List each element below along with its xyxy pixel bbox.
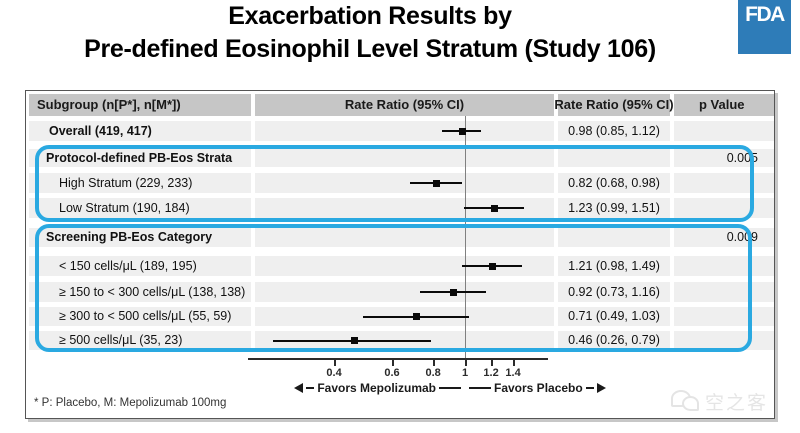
table-row: < 150 cells/μL (189, 195) 1.21 (0.98, 1.4… — [29, 256, 774, 276]
favors-mepolizumab-label: Favors Mepolizumab — [294, 381, 461, 395]
fda-logo-text: FDA — [745, 3, 785, 26]
table-row: Low Stratum (190, 184) 1.23 (0.99, 1.51) — [29, 198, 774, 218]
cell-plot — [255, 121, 554, 141]
arrow-shaft — [469, 386, 491, 390]
row-label: < 150 cells/μL (189, 195) — [59, 259, 197, 273]
x-axis: 0.4 0.6 0.8 1 1.2 1.4 — [248, 358, 548, 388]
cell-value — [558, 198, 670, 218]
x-axis-line — [248, 358, 548, 360]
header-value-label: Rate Ratio (95% CI) — [554, 97, 674, 112]
slide-title-line2: Pre-defined Eosinophil Level Stratum (St… — [84, 35, 656, 63]
rate-ratio-value: 0.92 (0.73, 1.16) — [568, 285, 660, 299]
cell-plot — [255, 256, 554, 276]
arrow-shaft — [439, 386, 461, 390]
slide-title-line1: Exacerbation Results by — [228, 2, 512, 30]
row-label: Protocol-defined PB-Eos Strata — [46, 151, 233, 165]
header-cell-value — [558, 94, 670, 116]
cell-subgroup — [29, 331, 251, 350]
cell-value — [558, 121, 670, 141]
cell-value — [558, 149, 670, 167]
wechat-icon — [670, 389, 701, 414]
cell-subgroup — [29, 307, 251, 326]
highlight-box-protocol-strata — [35, 145, 754, 222]
rate-ratio-value: 0.98 (0.85, 1.12) — [568, 124, 660, 138]
rate-ratio-value: 0.82 (0.68, 0.98) — [568, 176, 660, 190]
axis-tick — [513, 360, 515, 366]
cell-plot — [255, 173, 554, 193]
row-label: ≥ 500 cells/μL (35, 23) — [59, 333, 183, 347]
axis-tick-label: 1 — [461, 367, 469, 379]
footnote: * P: Placebo, M: Mepolizumab 100mg — [34, 397, 227, 409]
rate-ratio-value: 1.23 (0.99, 1.51) — [568, 201, 660, 215]
favors-placebo-label: Favors Placebo — [469, 381, 606, 395]
header-plot-label: Rate Ratio (95% CI) — [344, 97, 465, 112]
cell-subgroup — [29, 282, 251, 302]
header-cell-subgroup — [29, 94, 251, 116]
slide-title: Exacerbation Results by Pre-defined Eosi… — [0, 0, 740, 66]
axis-tick-label: 0.4 — [326, 367, 342, 379]
row-label: Screening PB-Eos Category — [46, 230, 213, 244]
header-cell-plot — [255, 94, 554, 116]
forest-plot-frame: Subgroup (n[P*], n[M*]) Rate Ratio (95% … — [25, 90, 775, 419]
table-row: Screening PB-Eos Category 0.009 — [29, 228, 774, 247]
axis-tick-label: 1.4 — [505, 367, 521, 379]
watermark-text: 空之客 — [704, 393, 768, 414]
row-label: ≥ 150 to < 300 cells/μL (138, 138) — [59, 285, 246, 299]
row-label: Overall (419, 417) — [49, 124, 152, 138]
cell-value — [558, 307, 670, 326]
cell-subgroup — [29, 173, 251, 193]
cell-plot — [255, 198, 554, 218]
cell-subgroup — [29, 198, 251, 218]
row-label: ≥ 300 to < 500 cells/μL (55, 59) — [59, 309, 232, 323]
cell-value — [558, 173, 670, 193]
axis-tick — [491, 360, 493, 366]
axis-tick-label: 1.2 — [483, 367, 499, 379]
cell-plot — [255, 282, 554, 302]
cell-subgroup — [29, 149, 251, 167]
favors-right-text: Favors Placebo — [494, 381, 583, 395]
watermark: 空之客 — [670, 388, 768, 415]
arrow-shaft — [585, 386, 594, 390]
header-subgroup-label: Subgroup (n[P*], n[M*]) — [37, 97, 181, 112]
rate-ratio-value: 0.71 (0.49, 1.03) — [568, 309, 660, 323]
cell-value — [558, 331, 670, 350]
header-cell-p — [674, 94, 774, 116]
axis-tick — [392, 360, 394, 366]
cell-value — [558, 228, 670, 247]
axis-tick — [334, 360, 336, 366]
arrow-right-icon — [596, 383, 606, 393]
axis-tick-label: 0.6 — [384, 367, 400, 379]
favors-left-text: Favors Mepolizumab — [317, 381, 436, 395]
header-p-label: p Value — [699, 97, 745, 112]
axis-tick — [433, 360, 435, 366]
table-header-row: Subgroup (n[P*], n[M*]) Rate Ratio (95% … — [29, 94, 774, 116]
rate-ratio-value: 0.46 (0.26, 0.79) — [568, 333, 660, 347]
axis-tick — [465, 360, 467, 366]
arrow-shaft — [306, 386, 315, 390]
table-row: Protocol-defined PB-Eos Strata 0.005 — [29, 149, 774, 167]
row-label: High Stratum (229, 233) — [59, 176, 193, 190]
cell-p — [674, 173, 774, 193]
table-row: ≥ 500 cells/μL (35, 23) 0.46 (0.26, 0.79) — [29, 331, 774, 350]
reference-line-rr1 — [464, 116, 466, 358]
cell-value — [558, 256, 670, 276]
row-label: Low Stratum (190, 184) — [59, 201, 190, 215]
cell-p — [674, 121, 774, 141]
rate-ratio-value: 1.21 (0.98, 1.49) — [568, 259, 660, 273]
arrow-left-icon — [294, 383, 304, 393]
highlight-box-screening-category — [35, 224, 752, 352]
table-row: Overall (419, 417) 0.98 (0.85, 1.12) — [29, 121, 774, 141]
cell-plot — [255, 149, 554, 167]
cell-subgroup — [29, 121, 251, 141]
cell-subgroup — [29, 228, 251, 247]
axis-tick-label: 0.8 — [425, 367, 441, 379]
fda-logo: FDA — [738, 0, 791, 54]
table-row: High Stratum (229, 233) 0.82 (0.68, 0.98) — [29, 173, 774, 193]
cell-value — [558, 282, 670, 302]
cell-plot — [255, 228, 554, 247]
cell-subgroup — [29, 256, 251, 276]
